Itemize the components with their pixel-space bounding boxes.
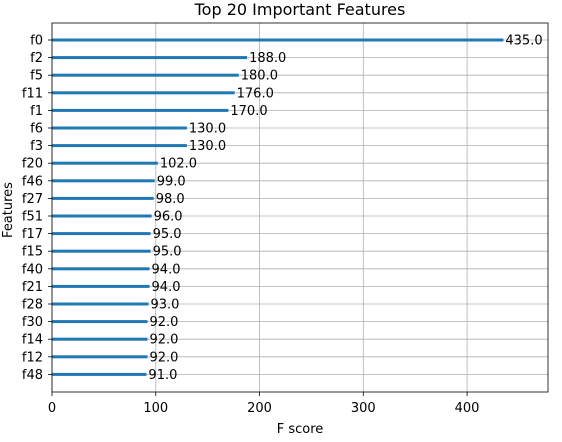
bar-f17 bbox=[52, 232, 151, 236]
y-tick-label-f2: f2 bbox=[30, 51, 43, 66]
data-label-f3: 130.0 bbox=[189, 139, 226, 154]
bar-f48 bbox=[52, 372, 147, 376]
y-tick-label-f1: f1 bbox=[30, 104, 43, 119]
y-tick-label-f20: f20 bbox=[22, 157, 43, 172]
y-tick-label-f14: f14 bbox=[22, 333, 43, 348]
data-label-f6: 130.0 bbox=[189, 122, 226, 137]
bar-f15 bbox=[52, 249, 151, 253]
y-tick-label-f17: f17 bbox=[22, 227, 43, 242]
x-tick-label: 200 bbox=[247, 401, 272, 416]
bar-f1 bbox=[52, 108, 229, 112]
bar-f40 bbox=[52, 267, 150, 271]
y-tick-label-f48: f48 bbox=[22, 368, 43, 383]
data-label-f40: 94.0 bbox=[152, 262, 181, 277]
bar-f5 bbox=[52, 73, 239, 77]
y-tick-label-f6: f6 bbox=[30, 122, 43, 137]
data-label-f27: 98.0 bbox=[156, 192, 185, 207]
bar-f28 bbox=[52, 302, 149, 306]
bar-f30 bbox=[52, 320, 148, 324]
bar-f14 bbox=[52, 337, 148, 341]
plot-frame bbox=[51, 22, 549, 393]
x-axis-ticks: 0 100 200 300 400 bbox=[48, 392, 480, 416]
data-label-f11: 176.0 bbox=[237, 86, 274, 101]
y-tick-label-f46: f46 bbox=[22, 174, 43, 189]
data-label-f12: 92.0 bbox=[149, 350, 178, 365]
bar-f27 bbox=[52, 196, 154, 200]
x-axis-title: F score bbox=[277, 422, 324, 437]
bars bbox=[52, 38, 504, 376]
x-tick-label: 100 bbox=[143, 401, 168, 416]
data-label-f17: 95.0 bbox=[153, 227, 182, 242]
bar-f2 bbox=[52, 56, 248, 60]
y-tick-label-f51: f51 bbox=[22, 210, 43, 225]
data-label-f15: 95.0 bbox=[153, 245, 182, 260]
y-tick-label-f0: f0 bbox=[30, 34, 43, 49]
y-tick-label-f5: f5 bbox=[30, 69, 43, 84]
bar-f12 bbox=[52, 355, 148, 359]
data-label-f48: 91.0 bbox=[148, 368, 177, 383]
data-label-f1: 170.0 bbox=[230, 104, 267, 119]
data-label-f0: 435.0 bbox=[505, 34, 542, 49]
y-tick-label-f28: f28 bbox=[22, 298, 43, 313]
bar-f3 bbox=[52, 144, 187, 148]
y-tick-label-f21: f21 bbox=[22, 280, 43, 295]
grid bbox=[51, 23, 548, 392]
data-label-f20: 102.0 bbox=[160, 157, 197, 172]
bar-f46 bbox=[52, 179, 155, 183]
x-tick-label: 0 bbox=[48, 401, 56, 416]
data-label-f14: 92.0 bbox=[149, 333, 178, 348]
bar-f11 bbox=[52, 91, 235, 95]
data-label-f5: 180.0 bbox=[241, 69, 278, 84]
y-tick-label-f12: f12 bbox=[22, 350, 43, 365]
bar-f6 bbox=[52, 126, 187, 130]
data-labels: 435.0 188.0 180.0 176.0 170.0 130.0 130.0 102.0… bbox=[148, 34, 542, 383]
data-label-f51: 96.0 bbox=[154, 210, 183, 225]
bar-f0 bbox=[52, 38, 504, 42]
y-tick-label-f40: f40 bbox=[22, 262, 43, 277]
data-label-f46: 99.0 bbox=[157, 174, 186, 189]
chart-title: Top 20 Important Features bbox=[194, 0, 406, 19]
x-tick-label: 400 bbox=[455, 401, 480, 416]
y-tick-label-f3: f3 bbox=[30, 139, 43, 154]
y-axis-title: Features bbox=[1, 182, 16, 238]
y-axis-ticks: f0 f2 f5 f11 f1 f6 f3 f20 f46 f27 f51 f17 f15 f40 f21 f… bbox=[22, 34, 52, 383]
bar-f20 bbox=[52, 161, 158, 165]
y-tick-label-f30: f30 bbox=[22, 315, 43, 330]
y-tick-label-f11: f11 bbox=[22, 86, 43, 101]
bar-f21 bbox=[52, 284, 150, 288]
data-label-f2: 188.0 bbox=[249, 51, 286, 66]
y-tick-label-f15: f15 bbox=[22, 245, 43, 260]
data-label-f30: 92.0 bbox=[149, 315, 178, 330]
data-label-f28: 93.0 bbox=[151, 298, 180, 313]
x-tick-label: 300 bbox=[351, 401, 376, 416]
data-label-f21: 94.0 bbox=[152, 280, 181, 295]
y-tick-label-f27: f27 bbox=[22, 192, 43, 207]
bar-f51 bbox=[52, 214, 152, 218]
